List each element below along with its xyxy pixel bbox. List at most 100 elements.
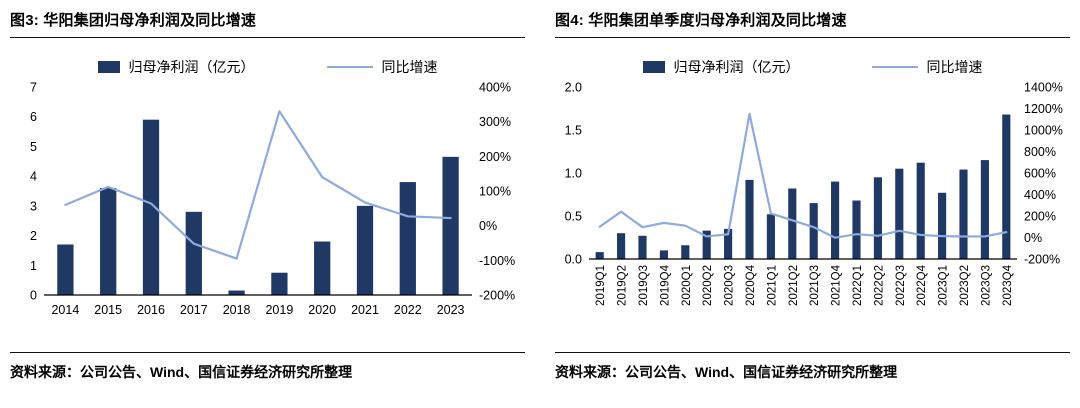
bar [809, 203, 818, 259]
right-axis-tick-label: 300% [479, 115, 511, 129]
figure-3-source: 资料来源：公司公告、Wind、国信证券经济研究所整理 [10, 364, 353, 380]
x-tick-label: 2023Q2 [959, 265, 971, 306]
left-axis-tick-label: 4 [30, 170, 37, 184]
x-tick-label: 2023Q4 [1002, 264, 1014, 306]
bar [766, 214, 775, 259]
figure-3-source-rule [10, 352, 525, 353]
left-axis-tick-label: 7 [30, 81, 37, 95]
x-tick-label: 2020 [308, 303, 336, 317]
bar [788, 188, 797, 259]
right-axis-tick-label: 0% [1024, 231, 1042, 245]
x-tick-label: 2021Q1 [766, 265, 778, 306]
bar [638, 235, 647, 259]
left-axis-tick-label: 2.0 [565, 81, 582, 95]
bar [185, 211, 202, 295]
bar [617, 233, 626, 259]
x-tick-label: 2016 [137, 303, 165, 317]
line-swatch-icon [871, 66, 918, 68]
figure-3-title: 图3: 华阳集团归母净利润及同比增速 [10, 12, 257, 29]
bar [831, 181, 840, 259]
right-axis-tick-label: 400% [479, 81, 511, 95]
x-tick-label: 2021Q2 [788, 265, 800, 306]
x-tick-label: 2022Q3 [895, 265, 907, 306]
right-axis-tick-label: 200% [479, 150, 511, 164]
figure-3-legend: 归母净利润（亿元） 同比增速 [10, 57, 525, 77]
bar [228, 290, 245, 295]
figure-4-title: 图4: 华阳集团单季度归母净利润及同比增速 [555, 12, 847, 29]
bar [100, 188, 117, 295]
figure-4-chart: 0.0 0.5 1.0 1.5 2.0 -200% 0% 200% 400% 600% 800% 10… [565, 81, 1063, 306]
figure-4-source-rule [555, 352, 1070, 353]
x-tick-label: 2022Q1 [852, 265, 864, 306]
bar [399, 182, 416, 295]
left-axis-tick-label: 1 [30, 259, 37, 273]
legend-item-net-profit: 归母净利润（亿元） [642, 57, 800, 77]
figure-4-legend: 归母净利润（亿元） 同比增速 [555, 57, 1070, 77]
legend-item-yoy-growth: 同比增速 [326, 57, 438, 77]
right-axis-tick-label: 100% [479, 185, 511, 199]
legend-label-net-profit: 归母净利润（亿元） [128, 59, 255, 75]
x-tick-label: 2019Q4 [659, 264, 671, 306]
x-tick-label: 2021Q4 [831, 264, 843, 306]
x-tick-label: 2022Q4 [916, 264, 928, 306]
right-axis-tick-label: 400% [1024, 188, 1056, 202]
x-tick-label: 2020Q3 [724, 265, 736, 306]
figure-3-title-rule [10, 37, 525, 38]
bar [916, 162, 925, 259]
x-tick-label: 2014 [51, 303, 79, 317]
x-tick-label: 2019Q1 [595, 265, 607, 306]
bar [314, 241, 331, 295]
right-axis-tick-label: 800% [1024, 145, 1056, 159]
trend-line [64, 110, 452, 260]
trend-line [598, 112, 1008, 239]
x-tick-label: 2023Q1 [938, 265, 950, 306]
bar [873, 177, 882, 259]
bar [745, 179, 754, 259]
figure-3-chart: 0 1 2 3 4 5 6 7 -200% -100% 0% 100% 200% 300% 400% 2014… [30, 81, 515, 318]
bar [659, 250, 668, 259]
legend-label-yoy-growth: 同比增速 [381, 59, 438, 75]
x-tick-label: 2021Q3 [809, 265, 821, 306]
legend-label-yoy-growth: 同比增速 [926, 59, 983, 75]
x-tick-label: 2021 [351, 303, 379, 317]
bar [595, 252, 604, 259]
left-axis-tick-label: 0 [30, 289, 37, 303]
right-axis-tick-label: 1400% [1024, 81, 1063, 95]
x-tick-label: 2019 [265, 303, 293, 317]
bar [938, 192, 947, 259]
x-tick-label: 2018 [223, 303, 251, 317]
x-tick-label: 2015 [94, 303, 122, 317]
x-tick-label: 2023Q3 [980, 265, 992, 306]
bar [959, 169, 968, 259]
figure-4-source: 资料来源：公司公告、Wind、国信证券经济研究所整理 [555, 364, 898, 380]
left-axis-tick-label: 0.5 [565, 210, 582, 224]
bar [356, 205, 374, 295]
right-axis-tick-label: -200% [1024, 253, 1060, 267]
x-tick-label: 2017 [180, 303, 208, 317]
right-axis-tick-label: 1000% [1024, 124, 1063, 138]
left-axis-tick-label: 1.5 [565, 124, 582, 138]
x-tick-label: 2023 [437, 303, 465, 317]
x-tick-label: 2020Q4 [745, 264, 757, 306]
x-tick-label: 2022 [394, 303, 422, 317]
bar [895, 168, 904, 259]
right-axis-tick-label: -100% [479, 254, 515, 268]
left-axis-tick-label: 2 [30, 229, 37, 243]
right-axis-tick-label: 200% [1024, 210, 1056, 224]
left-axis-tick-label: 5 [30, 140, 37, 154]
bar-swatch-icon [97, 61, 120, 73]
x-tick-label: 2020Q2 [702, 265, 714, 306]
right-axis-tick-label: 0% [479, 219, 497, 233]
left-axis-tick-label: 0.0 [565, 253, 582, 267]
bar [271, 272, 288, 295]
figure-3-panel: 图3: 华阳集团归母净利润及同比增速 归母净利润（亿元） 同比增速 0 1 2 3 4 5… [10, 4, 525, 408]
right-axis-tick-label: 600% [1024, 167, 1056, 181]
x-tick-label: 2022Q2 [873, 265, 885, 306]
figure-4-panel: 图4: 华阳集团单季度归母净利润及同比增速 归母净利润（亿元） 同比增速 0.0… [555, 4, 1070, 408]
bar [442, 156, 459, 295]
bar [1002, 114, 1011, 259]
legend-item-net-profit: 归母净利润（亿元） [97, 57, 255, 77]
legend-label-net-profit: 归母净利润（亿元） [673, 59, 800, 75]
bar-swatch-icon [642, 61, 665, 73]
bar [142, 119, 160, 295]
